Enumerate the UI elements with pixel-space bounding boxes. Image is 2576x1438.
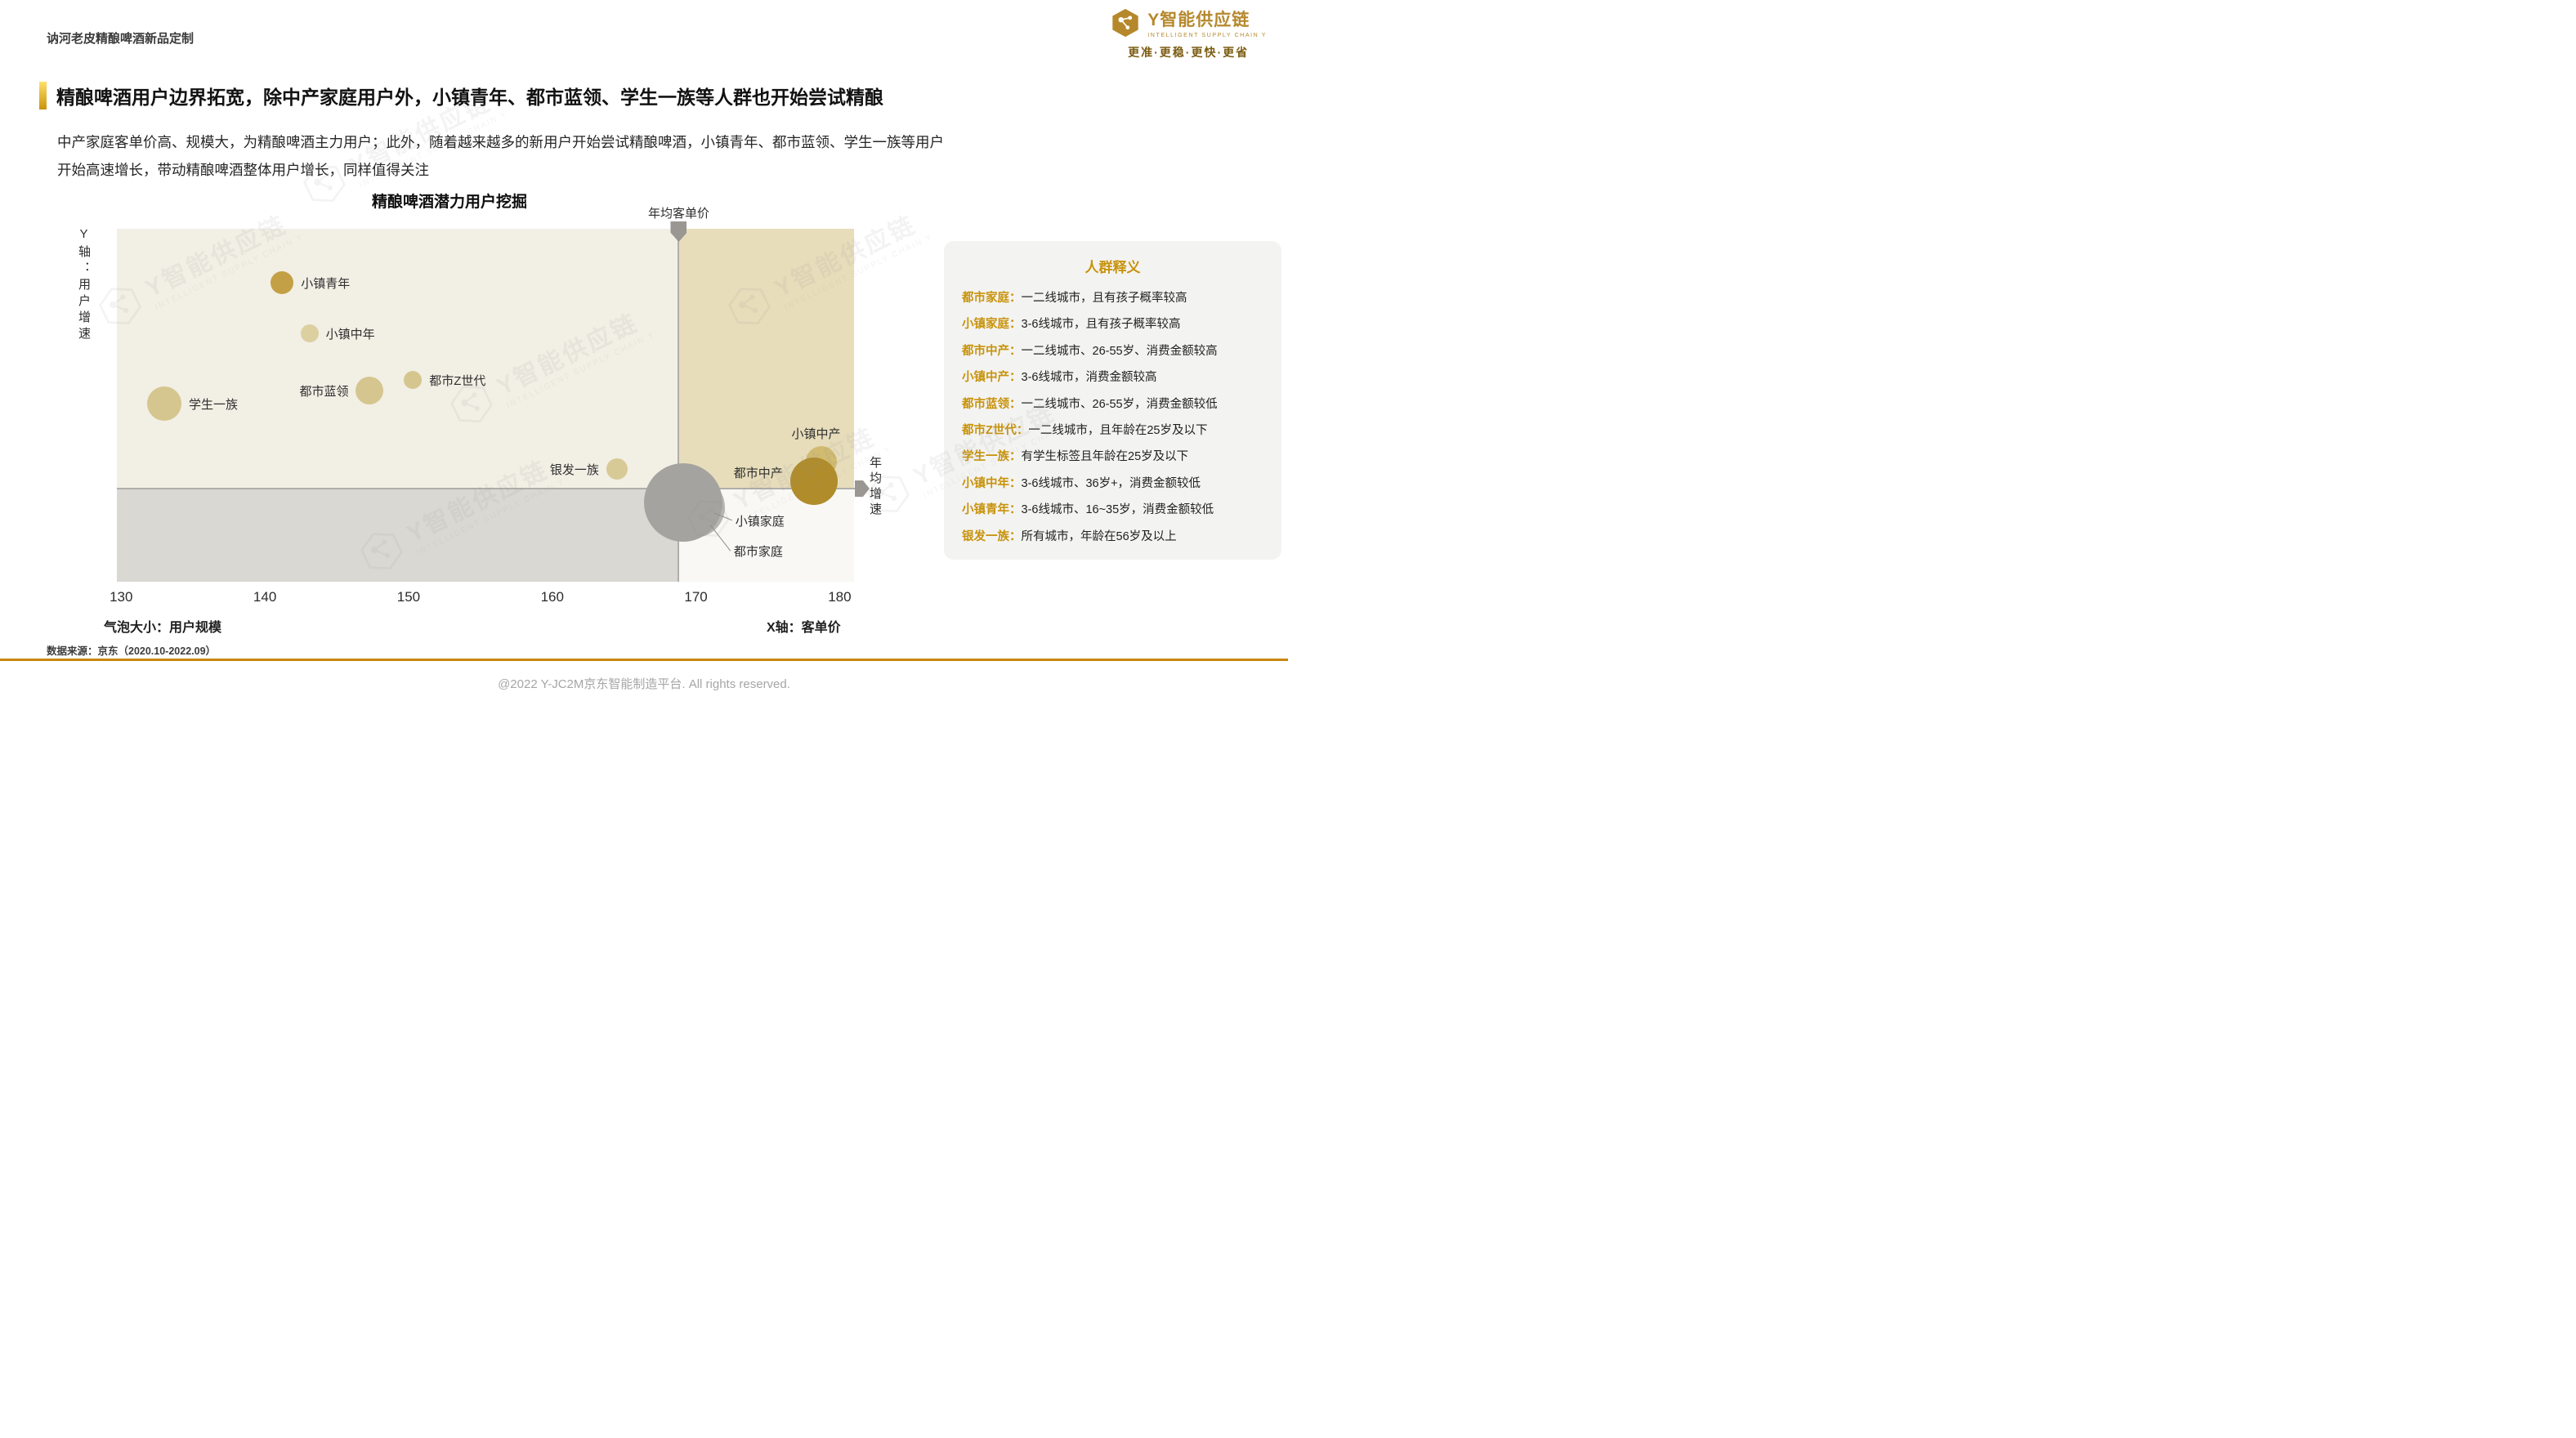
bubble-学生一族	[147, 386, 182, 421]
legend-desc: 一二线城市，且年龄在25岁及以下	[1028, 424, 1208, 438]
legend-item: 小镇中产：3-6线城市，消费金额较高	[962, 364, 1263, 391]
legend-item: 都市Z世代：一二线城市，且年龄在25岁及以下	[962, 418, 1263, 444]
legend-desc: 3-6线城市，消费金额较高	[1021, 371, 1157, 385]
gold-divider	[0, 659, 1288, 661]
legend-term: 学生一族：	[962, 450, 1022, 464]
bubble-chart-plot: 小镇青年小镇中年学生一族 都市蓝领 都市Z世代银发一族都市家庭 小镇家庭 小镇中产都市中…	[117, 229, 856, 582]
brand-logo-row: Y智能供应链 INTELLIGENT SUPPLY CHAIN Y	[1110, 7, 1267, 38]
legend-desc: 所有城市，年龄在56岁及以上	[1021, 529, 1177, 543]
page-title: 精酿啤酒用户边界拓宽，除中产家庭用户外，小镇青年、都市蓝领、学生一族等人群也开始…	[56, 87, 883, 108]
brand-name: Y智能供应链	[1147, 11, 1250, 29]
x-tick-label: 180	[828, 589, 852, 605]
x-tick-label: 160	[540, 589, 564, 605]
x-tick-label: 130	[110, 589, 133, 605]
bubble-label: 小镇青年	[301, 277, 351, 292]
x-tick-label: 170	[684, 589, 708, 605]
legend-term: 小镇中产：	[962, 371, 1022, 385]
headline-accent-bar	[39, 82, 47, 109]
doc-title: 讷河老皮精酿啤酒新品定制	[47, 32, 195, 46]
brand-subtitle: INTELLIGENT SUPPLY CHAIN Y	[1147, 33, 1267, 38]
legend-item: 都市中产：一二线城市、26-55岁、消费金额较高	[962, 338, 1263, 364]
bubble-都市Z世代	[404, 370, 423, 389]
legend-desc: 一二线城市、26-55岁，消费金额较低	[1021, 397, 1218, 411]
bubble-小镇青年	[271, 271, 294, 295]
bubble-label: 学生一族	[189, 397, 239, 412]
y-axis-label: Y轴：用户增速	[77, 227, 91, 343]
legend-item: 小镇青年：3-6线城市、16~35岁，消费金额较低	[962, 497, 1263, 523]
quadrant-high-price	[678, 229, 854, 489]
legend-item: 小镇家庭：3-6线城市，且有孩子概率较高	[962, 311, 1263, 337]
brand-text-block: Y智能供应链 INTELLIGENT SUPPLY CHAIN Y	[1147, 7, 1267, 38]
bubble-银发一族	[606, 458, 628, 480]
bubble-label: 都市蓝领	[299, 384, 349, 399]
footer-copyright: @2022 Y-JC2M京东智能制造平台. All rights reserve…	[498, 677, 790, 691]
bubble-小镇中年	[300, 324, 319, 342]
legend-term: 银发一族：	[962, 529, 1022, 543]
legend-item: 都市家庭：一二线城市，且有孩子概率较高	[962, 285, 1263, 311]
top-axis-label: 年均客单价	[647, 207, 709, 221]
legend-title: 人群释义	[1085, 260, 1141, 275]
bubble-label: 小镇中年	[325, 327, 375, 342]
data-source: 数据来源：京东（2020.10-2022.09）	[47, 645, 217, 657]
bubble-label: 都市中产	[733, 466, 783, 480]
legend-desc: 一二线城市、26-55岁、消费金额较高	[1021, 344, 1218, 358]
bubble-size-note: 气泡大小：用户规模	[104, 621, 222, 635]
bubble-小镇家庭	[643, 462, 722, 542]
legend-term: 都市蓝领：	[962, 397, 1022, 411]
brand-hexagon-icon	[1112, 8, 1138, 37]
brand-logo: Y智能供应链 INTELLIGENT SUPPLY CHAIN Y 更准·更稳·…	[1110, 7, 1267, 60]
body-paragraph: 中产家庭客单价高、规模大，为精酿啤酒主力用户；此外，随着越来越多的新用户开始尝试…	[57, 128, 1226, 184]
body-line-2: 开始高速增长，带动精酿啤酒整体用户增长，同样值得关注	[57, 162, 429, 179]
x-tick-label: 150	[396, 589, 421, 605]
legend-term: 都市Z世代：	[962, 424, 1029, 438]
legend-term: 都市家庭：	[962, 292, 1022, 305]
bubble-都市中产	[789, 457, 838, 505]
growth-reference-line	[117, 487, 856, 489]
legend-term: 小镇青年：	[962, 503, 1022, 517]
right-arrow-icon	[855, 480, 870, 497]
bubble-label: 银发一族	[549, 462, 599, 477]
bubble-label: 小镇家庭	[735, 514, 785, 529]
legend-panel: 人群释义 都市家庭：一二线城市，且有孩子概率较高 小镇家庭：3-6线城市，且有孩子…	[944, 241, 1281, 560]
legend-item: 银发一族：所有城市，年龄在56岁及以上	[962, 524, 1263, 550]
legend-item: 学生一族：有学生标签且年龄在25岁及以下	[962, 444, 1263, 470]
down-arrow-icon	[670, 221, 687, 242]
x-tick-label: 140	[253, 589, 277, 605]
brand-tagline: 更准·更稳·更快·更省	[1128, 46, 1250, 59]
legend-term: 小镇家庭：	[962, 318, 1022, 332]
headline-block: 精酿啤酒用户边界拓宽，除中产家庭用户外，小镇青年、都市蓝领、学生一族等人群也开始…	[39, 82, 883, 109]
right-axis-label: 年均增速	[868, 456, 882, 518]
legend-term: 都市中产：	[962, 344, 1022, 358]
chart-title: 精酿啤酒潜力用户挖掘	[372, 194, 528, 211]
legend-term: 小镇中年：	[962, 476, 1022, 490]
legend-desc: 3-6线城市，且有孩子概率较高	[1021, 318, 1181, 332]
x-axis-label: X轴：客单价	[767, 621, 841, 635]
legend-desc: 一二线城市，且有孩子概率较高	[1021, 292, 1187, 305]
legend-items: 都市家庭：一二线城市，且有孩子概率较高 小镇家庭：3-6线城市，且有孩子概率较高都…	[962, 285, 1263, 550]
legend-desc: 有学生标签且年龄在25岁及以下	[1021, 450, 1189, 464]
bubble-label: 都市Z世代	[429, 373, 486, 388]
bubble-label: 小镇中产	[791, 427, 841, 442]
legend-desc: 3-6线城市、16~35岁，消费金额较低	[1021, 503, 1214, 517]
quadrant-negative-growth-left	[117, 488, 679, 582]
legend-item: 都市蓝领：一二线城市、26-55岁，消费金额较低	[962, 391, 1263, 418]
bubble-label: 都市家庭	[733, 545, 783, 560]
legend-item: 小镇中年：3-6线城市、36岁+，消费金额较低	[962, 471, 1263, 497]
bubble-都市蓝领	[356, 376, 384, 404]
body-line-1: 中产家庭客单价高、规模大，为精酿啤酒主力用户；此外，随着越来越多的新用户开始尝试…	[57, 134, 944, 150]
legend-desc: 3-6线城市、36岁+，消费金额较低	[1021, 476, 1201, 490]
price-reference-line	[678, 229, 680, 582]
